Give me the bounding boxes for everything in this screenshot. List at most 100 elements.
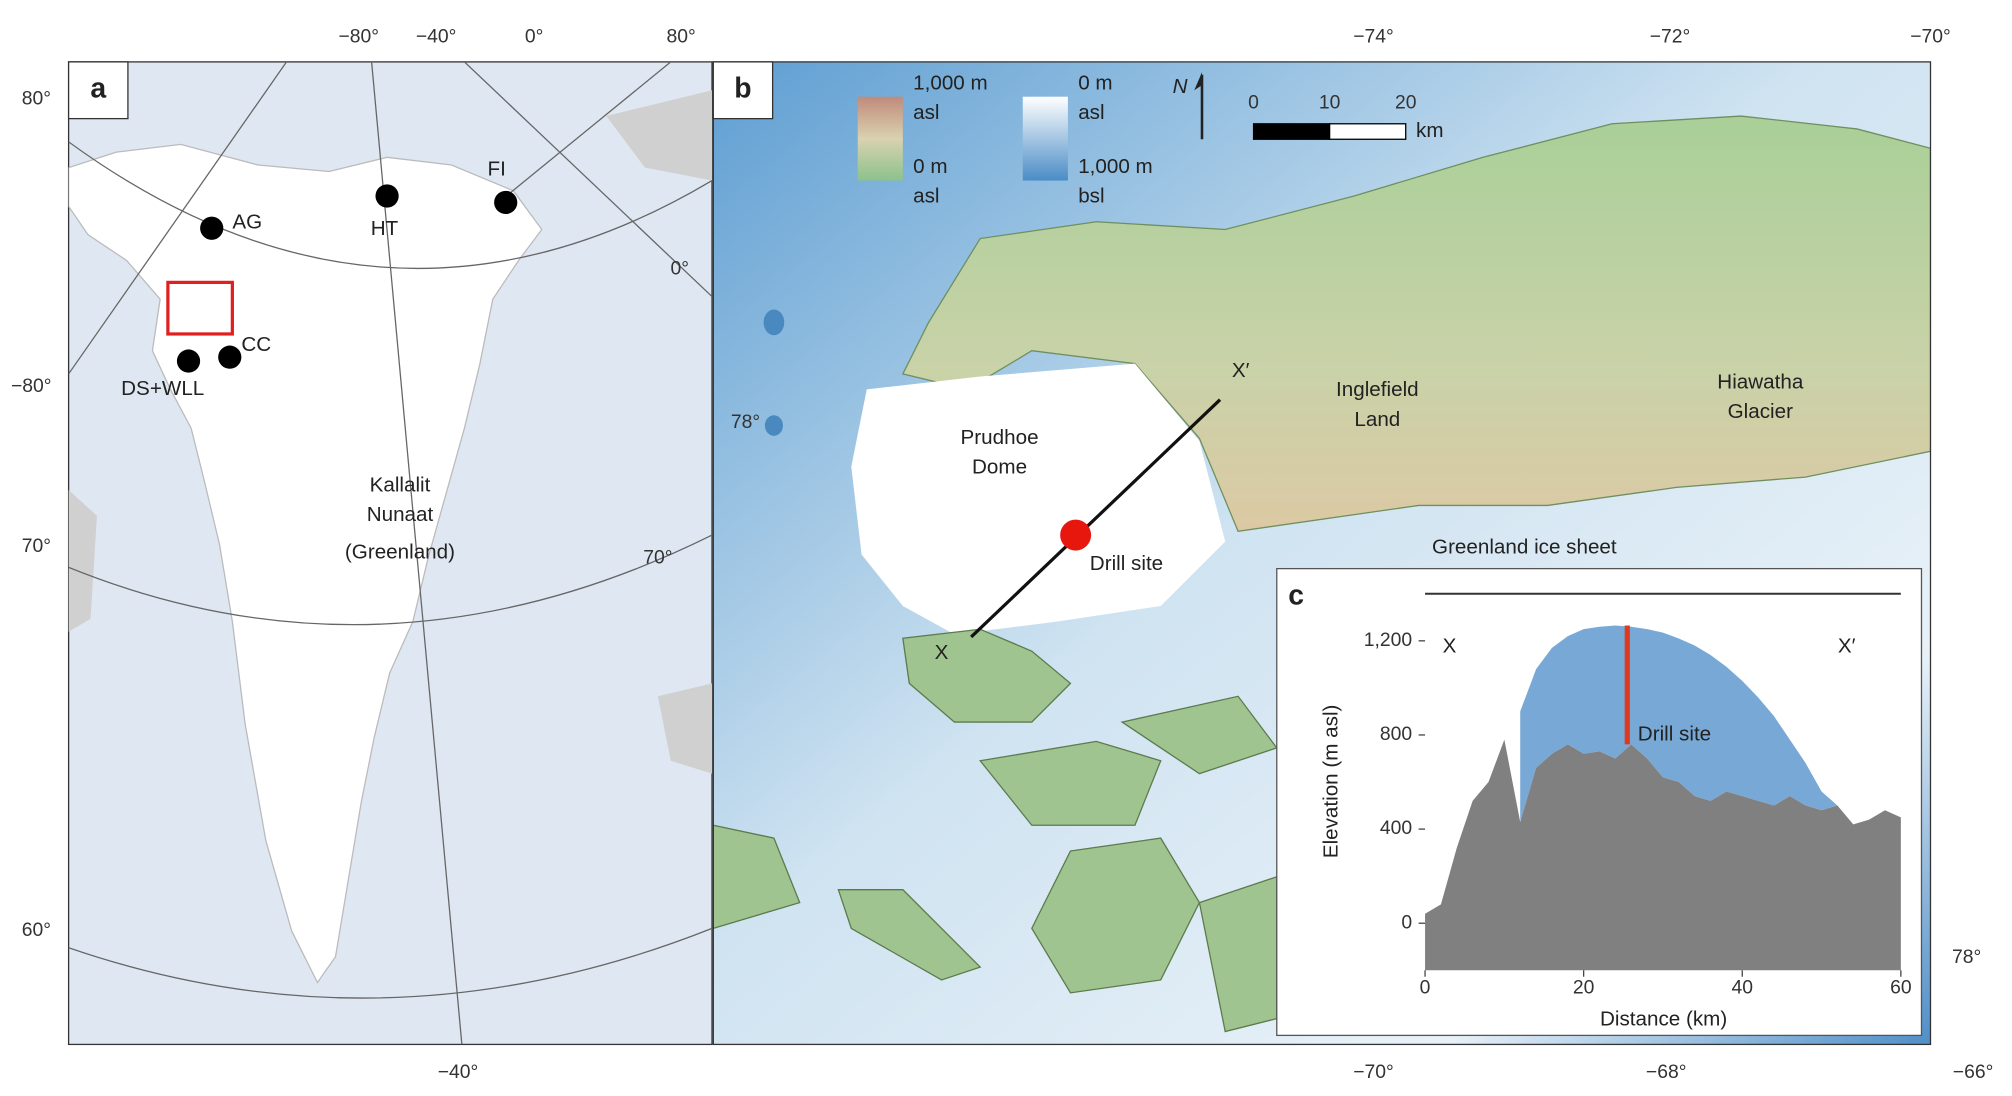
site bbox=[218, 345, 242, 369]
site bbox=[176, 349, 201, 373]
graticule bbox=[68, 141, 713, 270]
panel-frame bbox=[712, 61, 1932, 1046]
place-label: X bbox=[935, 641, 949, 664]
panel-c: c Distance (km) Elevation (m asl) 040080… bbox=[1276, 567, 1923, 1037]
graticule bbox=[464, 61, 713, 298]
panel-letter: c bbox=[1288, 579, 1304, 611]
region-label: Kallalit bbox=[370, 474, 431, 497]
tick-label: 0° bbox=[525, 26, 543, 48]
legend-label: 0 m bbox=[1078, 71, 1112, 94]
region-label: Nunaat bbox=[367, 503, 434, 526]
transect bbox=[970, 398, 1222, 639]
legend-bar bbox=[1022, 96, 1068, 181]
site-label: AG bbox=[232, 211, 262, 234]
scale-bar: 0 10 20 km bbox=[1248, 91, 1443, 142]
site-label: DS+WLL bbox=[121, 377, 204, 400]
scale-unit: km bbox=[1416, 119, 1443, 142]
tick-label: −40° bbox=[438, 1061, 479, 1083]
x-tick-label: 60 bbox=[1890, 976, 1912, 998]
scale-segment bbox=[1252, 123, 1331, 140]
legend-bar bbox=[857, 96, 903, 181]
tick-label: 0° bbox=[671, 258, 689, 280]
scale-label: 0 bbox=[1248, 91, 1259, 113]
tick-label: 80° bbox=[666, 26, 695, 48]
place-label: Hiawatha bbox=[1717, 370, 1804, 393]
tick-label: 70° bbox=[22, 535, 51, 557]
tick-label: −74° bbox=[1353, 26, 1394, 48]
tick-label: −80° bbox=[338, 26, 379, 48]
panel-letter: a bbox=[90, 73, 106, 105]
legend-label: 1,000 m bbox=[913, 71, 988, 94]
scale-segment bbox=[1328, 123, 1407, 140]
site-label: HT bbox=[371, 217, 399, 240]
place-label: Land bbox=[1354, 408, 1400, 431]
place-label: Drill site bbox=[1090, 552, 1163, 575]
bed-area bbox=[1425, 739, 1901, 971]
graticule bbox=[68, 61, 288, 375]
place-label: X′ bbox=[1232, 359, 1250, 382]
ice-area bbox=[1520, 625, 1838, 823]
y-tick-label: 400 bbox=[1380, 817, 1412, 839]
graticule bbox=[509, 61, 672, 194]
tick-label: −72° bbox=[1650, 26, 1691, 48]
place-label: Glacier bbox=[1728, 400, 1793, 423]
land bbox=[713, 628, 1278, 1033]
north-arrow bbox=[1194, 72, 1202, 91]
annotation: X bbox=[1443, 635, 1457, 658]
annotation: X′ bbox=[1838, 635, 1856, 658]
letter-box bbox=[67, 61, 129, 120]
drill-site bbox=[1060, 519, 1092, 551]
tick-label: 60° bbox=[22, 919, 51, 941]
site bbox=[200, 216, 224, 240]
letter-box bbox=[712, 61, 774, 120]
place-label: Greenland ice sheet bbox=[1432, 535, 1617, 558]
y-tick-label: 0 bbox=[1401, 911, 1412, 933]
tick-label: −68° bbox=[1646, 1061, 1687, 1083]
sea bbox=[763, 309, 785, 336]
tick-label: 70° bbox=[643, 546, 672, 568]
site bbox=[375, 184, 399, 208]
annotation: Drill site bbox=[1638, 722, 1711, 745]
x-axis-label: Distance (km) bbox=[1600, 1007, 1727, 1030]
site-label: FI bbox=[488, 158, 506, 181]
x-tick-label: 20 bbox=[1573, 976, 1595, 998]
x-tick-label: 0 bbox=[1420, 976, 1431, 998]
y-tick-label: 1,200 bbox=[1364, 629, 1412, 651]
ice bbox=[851, 363, 1226, 635]
tick-label: 80° bbox=[22, 87, 51, 109]
tick-label: 78° bbox=[731, 411, 760, 433]
scale-label: 10 bbox=[1319, 91, 1340, 113]
site bbox=[494, 190, 518, 215]
site-label: CC bbox=[241, 333, 271, 356]
panel-letter: b bbox=[734, 73, 751, 105]
place-label: Prudhoe bbox=[961, 426, 1039, 449]
legend-label: 0 m bbox=[913, 155, 947, 178]
tick-label: −70° bbox=[1910, 26, 1951, 48]
scale-label: 20 bbox=[1395, 91, 1417, 113]
x-tick-label: 40 bbox=[1732, 976, 1754, 998]
y-axis-label: Elevation (m asl) bbox=[1320, 705, 1343, 859]
tick-label: −40° bbox=[416, 26, 457, 48]
panel-a: a −80° −40° 0° 80° 80° −80° 70° 60° −40°… bbox=[11, 26, 713, 1083]
legend-label: asl bbox=[913, 185, 939, 208]
north-label: N bbox=[1173, 75, 1188, 98]
sea bbox=[764, 415, 783, 436]
place-label: Dome bbox=[972, 456, 1027, 479]
legend-label: asl bbox=[1078, 101, 1104, 124]
legend-label: bsl bbox=[1078, 185, 1104, 208]
tick-label: −70° bbox=[1353, 1061, 1394, 1083]
graticule bbox=[68, 534, 713, 626]
graticule bbox=[68, 927, 713, 999]
y-tick-label: 800 bbox=[1380, 723, 1412, 745]
study-area bbox=[166, 280, 234, 336]
place-label: Inglefield bbox=[1336, 378, 1419, 401]
tick-label: −66° bbox=[1953, 1061, 1994, 1083]
region-label: (Greenland) bbox=[345, 541, 455, 564]
land bbox=[68, 90, 713, 774]
legend-label: asl bbox=[913, 101, 939, 124]
graticule bbox=[370, 61, 463, 1045]
land bbox=[901, 115, 1931, 532]
legend-label: 1,000 m bbox=[1078, 155, 1153, 178]
tick-label: 78° bbox=[1952, 946, 1981, 968]
